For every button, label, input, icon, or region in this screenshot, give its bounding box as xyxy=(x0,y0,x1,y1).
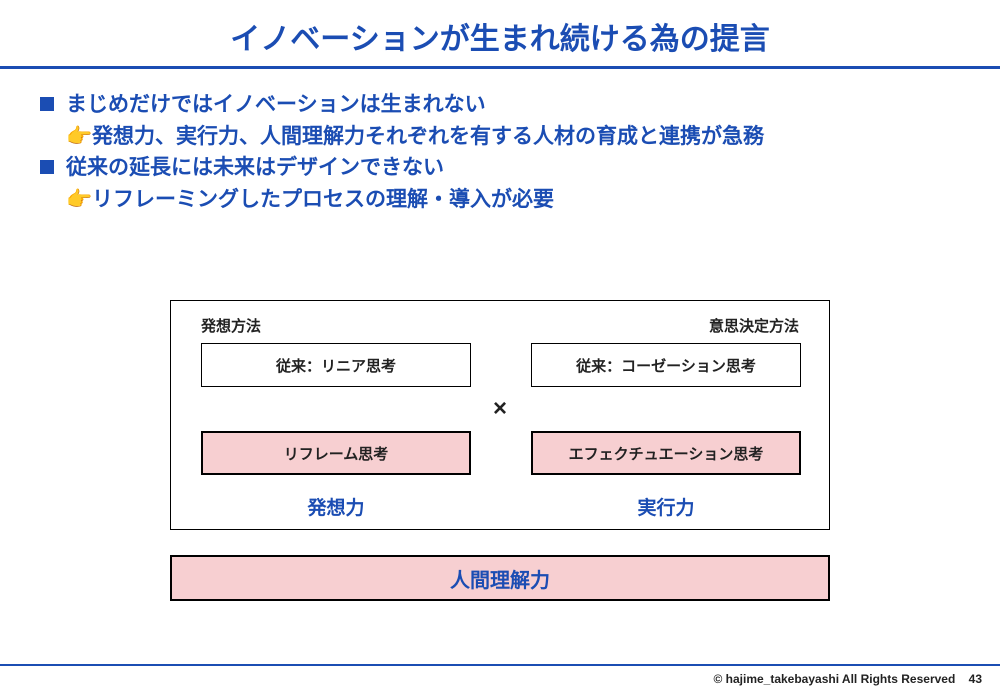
slide-title: イノベーションが生まれ続ける為の提言 xyxy=(0,14,1000,58)
page-number: 43 xyxy=(969,672,982,686)
square-bullet-icon xyxy=(40,97,54,111)
bullet-sub-text: 発想力、実行力、人間理解力それぞれを有する人材の育成と連携が急務 xyxy=(92,121,764,153)
footer: © hajime_takebayashi All Rights Reserved… xyxy=(713,672,982,686)
bullet-item: まじめだけではイノベーションは生まれない xyxy=(40,89,960,121)
copyright-text: © hajime_takebayashi All Rights Reserved xyxy=(713,672,955,686)
bullet-sub: 👉 リフレーミングしたプロセスの理解・導入が必要 xyxy=(40,184,960,216)
bullet-text: まじめだけではイノベーションは生まれない xyxy=(66,89,486,121)
square-bullet-icon xyxy=(40,160,54,174)
bottom-box: 人間理解力 xyxy=(170,555,830,601)
bullet-list: まじめだけではイノベーションは生まれない 👉 発想力、実行力、人間理解力それぞれ… xyxy=(0,69,1000,215)
right-column-header: 意思決定方法 xyxy=(709,315,799,336)
diagram-frame: 発想方法 意思決定方法 従来：リニア思考 従来：コーゼーション思考 リフレーム思… xyxy=(170,300,830,530)
box-top-left: 従来：リニア思考 xyxy=(201,343,471,387)
pointing-hand-icon: 👉 xyxy=(66,184,88,216)
bullet-sub: 👉 発想力、実行力、人間理解力それぞれを有する人材の育成と連携が急務 xyxy=(40,121,960,153)
left-column-header: 発想方法 xyxy=(201,315,261,336)
pointing-hand-icon: 👉 xyxy=(66,121,88,153)
footer-rule xyxy=(0,664,1000,666)
left-caption: 発想力 xyxy=(201,493,471,520)
bullet-sub-text: リフレーミングしたプロセスの理解・導入が必要 xyxy=(92,184,554,216)
multiply-icon: × xyxy=(493,395,507,423)
box-bot-right: エフェクチュエーション思考 xyxy=(531,431,801,475)
bullet-item: 従来の延長には未来はデザインできない xyxy=(40,152,960,184)
right-caption: 実行力 xyxy=(531,493,801,520)
bullet-text: 従来の延長には未来はデザインできない xyxy=(66,152,444,184)
box-top-right: 従来：コーゼーション思考 xyxy=(531,343,801,387)
box-bot-left: リフレーム思考 xyxy=(201,431,471,475)
